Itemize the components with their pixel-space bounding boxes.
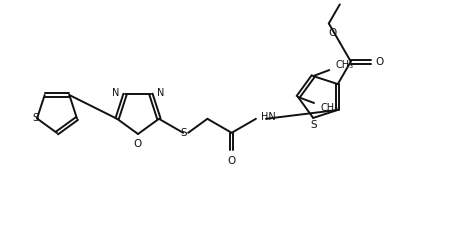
Text: O: O bbox=[376, 57, 384, 66]
Text: S: S bbox=[181, 128, 188, 138]
Text: N: N bbox=[112, 88, 119, 98]
Text: HN: HN bbox=[261, 112, 276, 122]
Text: N: N bbox=[157, 88, 164, 98]
Text: O: O bbox=[228, 156, 236, 166]
Text: O: O bbox=[134, 139, 142, 149]
Text: S: S bbox=[33, 114, 39, 124]
Text: CH₃: CH₃ bbox=[320, 103, 338, 113]
Text: CH₃: CH₃ bbox=[335, 60, 353, 70]
Text: S: S bbox=[310, 120, 316, 130]
Text: O: O bbox=[328, 29, 337, 38]
